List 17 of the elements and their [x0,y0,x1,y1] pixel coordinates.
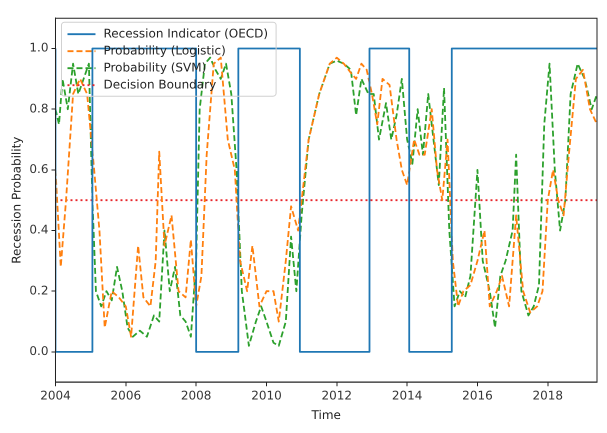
x-tick-label: 2018 [532,388,564,403]
x-tick-label: 2012 [322,388,352,403]
legend-label: Recession Indicator (OECD) [103,26,268,40]
y-tick-label: 0.0 [29,344,48,358]
y-tick-label: 0.6 [29,162,48,176]
x-tick-label: 2010 [251,388,282,403]
y-tick-label: 0.8 [29,101,48,116]
y-tick-label: 0.2 [29,283,48,298]
x-tick-label: 2016 [462,388,493,403]
x-axis-title: Time [310,408,341,422]
y-tick-label: 0.4 [29,222,48,237]
x-tick-label: 2008 [180,388,212,403]
x-tick-label: 2014 [392,388,422,403]
y-axis-title: Recession Probability [9,136,24,264]
x-tick-label: 2004 [40,388,71,403]
x-tick-label: 2006 [110,388,142,403]
y-tick-label: 1.0 [29,40,48,55]
